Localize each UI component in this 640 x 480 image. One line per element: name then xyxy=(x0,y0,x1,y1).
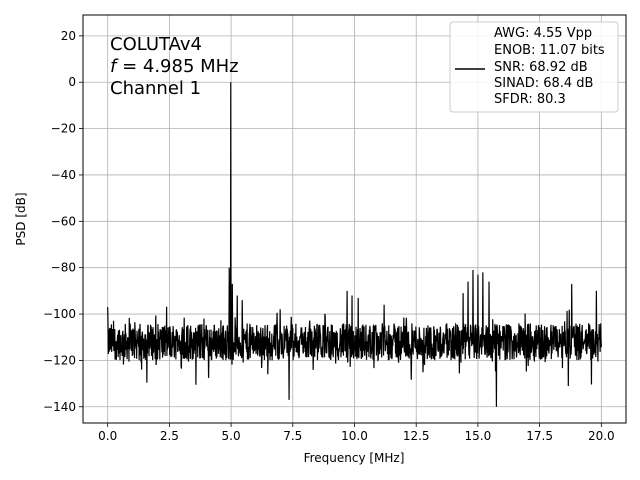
legend-line-sinad: SINAD: 68.4 dB xyxy=(494,76,593,91)
x-tick-label: 12.5 xyxy=(403,429,430,443)
y-tick-label: −40 xyxy=(51,168,76,182)
annotation-device: COLUTAv4 xyxy=(110,34,202,55)
y-axis-label: PSD [dB] xyxy=(14,192,28,245)
annotation-channel: Channel 1 xyxy=(110,78,201,99)
annotation-frequency-value: = 4.985 MHz xyxy=(116,56,238,77)
x-tick-label: 0.0 xyxy=(98,429,117,443)
y-tick-label: −140 xyxy=(43,400,76,414)
annotation-frequency-symbol: f xyxy=(110,56,119,77)
x-tick-label: 5.0 xyxy=(222,429,241,443)
x-axis-label: Frequency [MHz] xyxy=(304,451,405,465)
legend-line-snr: SNR: 68.92 dB xyxy=(494,60,588,75)
y-tick-label: 20 xyxy=(61,29,76,43)
x-tick-label: 10.0 xyxy=(341,429,368,443)
annotation-block: COLUTAv4 f = 4.985 MHz Channel 1 xyxy=(110,34,239,99)
x-tick-label: 20.0 xyxy=(588,429,615,443)
legend-line-enob: ENOB: 11.07 bits xyxy=(494,43,605,58)
x-tick-label: 17.5 xyxy=(526,429,553,443)
legend-box xyxy=(449,21,619,113)
y-tick-label: −120 xyxy=(43,353,76,367)
psd-series xyxy=(107,82,602,407)
x-tick-label: 2.5 xyxy=(160,429,179,443)
psd-line xyxy=(107,82,602,407)
y-tick-label: −100 xyxy=(43,307,76,321)
y-tick-label: 0 xyxy=(68,75,76,89)
legend: AWG: 4.55 Vpp ENOB: 11.07 bits SNR: 68.9… xyxy=(449,21,619,113)
x-tick-label: 7.5 xyxy=(283,429,302,443)
x-tick-label: 15.0 xyxy=(465,429,492,443)
y-tick-label: −20 xyxy=(51,122,76,136)
legend-line-sfdr: SFDR: 80.3 xyxy=(494,92,566,107)
axis-ticks: 0.0 2.5 5.0 7.5 10.0 12.5 15.0 17.5 20.0 20 0 −20 −4… xyxy=(43,29,615,443)
y-tick-label: −80 xyxy=(51,261,76,275)
annotation-frequency: f = 4.985 MHz xyxy=(110,56,239,77)
y-tick-label: −60 xyxy=(51,214,76,228)
legend-line-awg: AWG: 4.55 Vpp xyxy=(494,26,592,41)
